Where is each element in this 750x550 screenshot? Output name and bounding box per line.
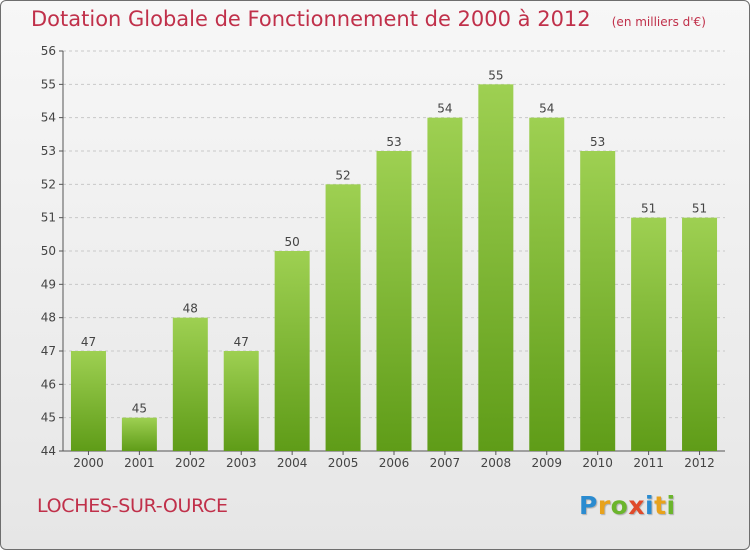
x-tick-label: 2000 [73,456,104,470]
x-tick-label: 2004 [277,456,308,470]
proxiti-logo: Proxiti [579,491,676,520]
y-tick-label: 46 [41,377,56,391]
bar [529,117,565,452]
x-tick-label: 2007 [430,456,461,470]
x-tick-label: 2009 [531,456,562,470]
data-label: 53 [590,135,605,149]
data-label: 55 [488,68,503,82]
logo-letter: P [579,491,598,520]
data-label: 48 [183,302,198,316]
data-labels: 47 45 48 47 50 52 53 54 55 54 53 51 51 [81,68,707,415]
bars [70,84,718,452]
x-tick-label: 2001 [124,456,155,470]
y-tick-label: 54 [41,111,56,125]
bar [223,351,259,451]
bar [376,151,412,451]
chart-unit: (en milliers d'€) [611,15,706,29]
y-tick-label: 44 [41,444,56,458]
data-label: 51 [692,202,707,216]
y-tick-label: 51 [41,211,56,225]
x-tick-label: 2003 [226,456,257,470]
bar [70,351,106,451]
title-row: Dotation Globale de Fonctionnement de 20… [31,7,706,31]
bar [172,317,208,451]
y-tick-label: 45 [41,411,56,425]
data-label: 51 [641,202,656,216]
x-tick-label: 2012 [684,456,715,470]
logo-letter: x [628,491,645,520]
bar [325,184,361,452]
x-tick-label: 2011 [633,456,664,470]
y-tick-label: 50 [41,244,56,258]
data-label: 53 [386,135,401,149]
bar [427,117,463,452]
y-tick-label: 56 [41,44,56,58]
logo-letter: t [654,491,667,520]
x-tick-label: 2005 [328,456,359,470]
logo-letter: i [666,491,676,520]
data-label: 45 [132,402,147,416]
bar [682,217,718,451]
y-tick-label: 48 [41,311,56,325]
y-tick-label: 47 [41,344,56,358]
data-label: 47 [81,335,96,349]
x-tick-label: 2002 [175,456,206,470]
x-tick-label: 2006 [379,456,410,470]
data-label: 54 [539,102,554,116]
y-tick-label: 52 [41,177,56,191]
y-tick-label: 53 [41,144,56,158]
bar [478,84,514,451]
y-tick-label: 49 [41,277,56,291]
data-label: 50 [285,235,300,249]
logo-letter: o [610,491,629,520]
data-label: 52 [335,168,350,182]
chart-title: Dotation Globale de Fonctionnement de 20… [31,7,591,31]
y-tick-label: 55 [41,77,56,91]
x-tick-label: 2010 [582,456,613,470]
bar [274,251,310,451]
logo-letter: i [645,491,655,520]
data-label: 54 [437,102,452,116]
commune-name: LOCHES-SUR-OURCE [37,495,228,517]
bar [580,151,616,451]
bar [121,417,157,451]
data-label: 47 [234,335,249,349]
logo-letter: r [597,491,611,520]
bar [631,217,667,451]
x-tick-label: 2008 [481,456,512,470]
